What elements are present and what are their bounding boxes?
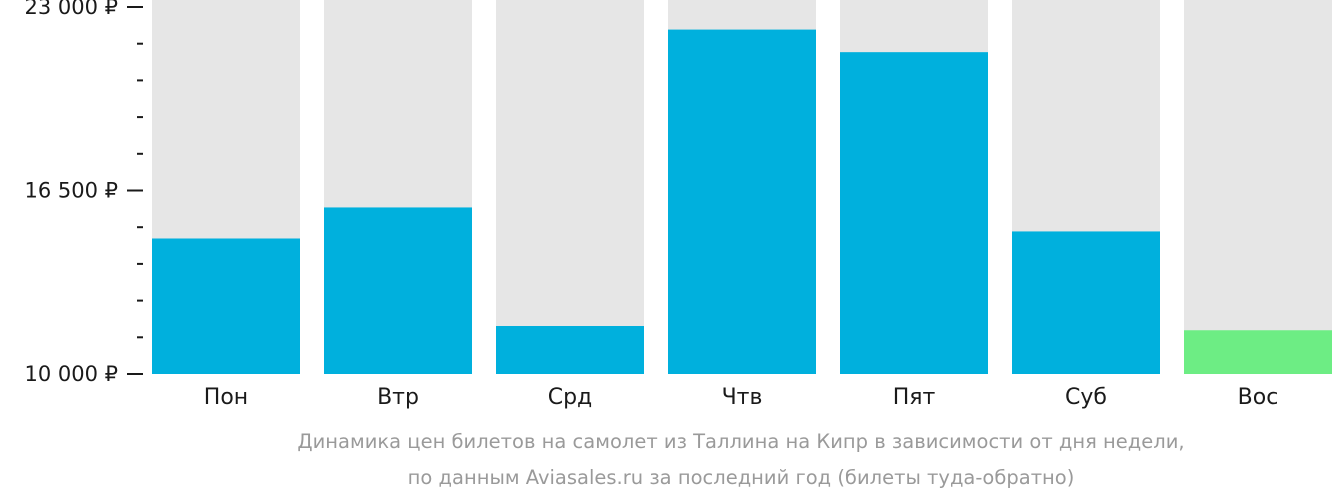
- x-tick-label: Суб: [1065, 385, 1107, 410]
- x-tick-label: Втр: [377, 385, 419, 410]
- bar: [1184, 330, 1332, 374]
- y-tick-label: 16 500 ₽: [24, 179, 118, 203]
- x-tick-label: Вос: [1238, 385, 1279, 410]
- x-tick-label: Пят: [893, 385, 936, 410]
- x-tick-label: Срд: [548, 385, 593, 410]
- chart-caption-line-1: Динамика цен билетов на самолет из Талли…: [297, 430, 1185, 453]
- bar: [496, 326, 644, 374]
- y-tick-label: 10 000 ₽: [24, 362, 118, 386]
- bars: [152, 29, 1332, 375]
- y-tick-label: 23 000 ₽: [24, 0, 118, 19]
- y-axis: 23 000 ₽ 16 500 ₽ 10 000 ₽: [24, 0, 143, 386]
- bar: [152, 238, 300, 374]
- price-by-weekday-chart: 23 000 ₽ 16 500 ₽ 10 000 ₽ Пон Втр Срд Чтв Пят…: [24, 0, 1332, 410]
- bar: [840, 52, 988, 375]
- bar-track: [1184, 0, 1332, 374]
- x-axis: Пон Втр Срд Чтв Пят Суб Вос: [204, 385, 1279, 410]
- bar: [324, 207, 472, 374]
- bar: [668, 29, 816, 374]
- x-tick-label: Пон: [204, 385, 248, 410]
- bar: [1012, 231, 1160, 374]
- chart-caption-line-2: по данным Aviasales.ru за последний год …: [407, 466, 1075, 489]
- bar-track: [496, 0, 644, 374]
- x-tick-label: Чтв: [722, 385, 763, 410]
